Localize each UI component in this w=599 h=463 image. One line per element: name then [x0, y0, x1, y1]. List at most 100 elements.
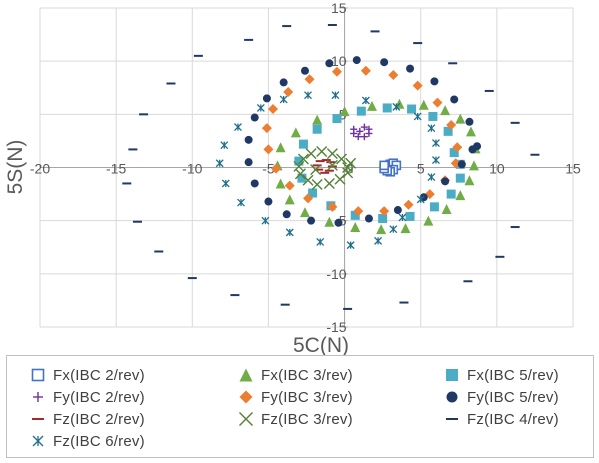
x-tick-label: -20 [30, 161, 50, 177]
data-point [379, 206, 390, 217]
data-point [234, 123, 242, 132]
data-point [261, 123, 272, 134]
data-point [215, 159, 224, 168]
data-point [403, 199, 414, 210]
data-point [275, 142, 286, 153]
data-point [275, 178, 286, 189]
data-point [284, 180, 295, 191]
data-point [388, 69, 399, 80]
data-point [353, 206, 364, 217]
legend-entry: Fz(IBC 3/rev) [237, 408, 353, 430]
data-point [285, 228, 294, 237]
data-point [440, 105, 451, 116]
legend-entry: Fx(IBC 3/rev) [237, 364, 353, 386]
data-point [284, 194, 295, 205]
data-point [455, 113, 466, 124]
data-point [316, 146, 328, 158]
data-point [356, 127, 364, 135]
legend-label: Fy(IBC 5/rev) [467, 388, 559, 406]
data-point [297, 173, 307, 183]
legend-label: Fz(IBC 2/rev) [53, 410, 145, 428]
data-point [441, 177, 450, 186]
data-series [122, 24, 540, 310]
data-point [305, 148, 317, 160]
data-point [279, 78, 288, 87]
legend-symbol [239, 368, 253, 382]
data-point [267, 104, 278, 115]
data-point [244, 135, 253, 144]
legend-entry: Fx(IBC 5/rev) [443, 364, 559, 386]
data-point [432, 97, 443, 108]
data-point [443, 126, 453, 136]
data-point [303, 193, 314, 204]
data-point [264, 197, 273, 206]
series-9 [122, 24, 540, 310]
data-point [446, 119, 457, 130]
data-point [455, 173, 465, 183]
legend-label: Fz(IBC 4/rev) [467, 410, 559, 428]
data-point [316, 237, 325, 246]
legend-entry: Fz(IBC 4/rev) [443, 408, 559, 430]
data-point [416, 195, 425, 204]
data-point [452, 142, 463, 153]
y-tick-label: 15 [331, 0, 347, 16]
data-point [263, 144, 274, 155]
data-point [354, 133, 362, 141]
chart-legend: Fx(IBC 2/rev) Fx(IBC 3/rev) Fx(IBC 5/rev) F… [6, 355, 594, 458]
data-point [431, 139, 440, 148]
x-tick-label: 10 [489, 161, 505, 177]
series-8 [293, 146, 357, 191]
y-axis-title: 5S(N) [4, 140, 27, 195]
data-point [350, 125, 358, 133]
x-tick-label: -15 [106, 161, 126, 177]
data-point [298, 139, 308, 149]
data-point [299, 207, 310, 218]
data-point [294, 168, 306, 180]
data-point [431, 156, 440, 165]
series-5 [261, 65, 463, 217]
data-point [297, 153, 309, 165]
data-point [464, 175, 475, 186]
data-point [350, 210, 360, 220]
legend-marker-icon [446, 391, 458, 403]
data-point [300, 66, 309, 75]
legend-marker-icon [32, 418, 44, 420]
legend-marker-icon [33, 392, 43, 402]
data-point [282, 210, 291, 219]
data-point [360, 133, 368, 141]
data-point [221, 179, 230, 188]
data-point [334, 173, 346, 185]
legend-symbol [32, 435, 44, 447]
data-point [324, 216, 335, 227]
legend-label: Fz(IBC 3/rev) [261, 410, 353, 428]
data-point [374, 236, 383, 245]
legend-symbol [31, 368, 45, 382]
legend-entry: Fx(IBC 2/rev) [29, 364, 145, 386]
data-point [412, 80, 423, 91]
data-point [304, 74, 315, 85]
legend-symbol [446, 369, 458, 381]
data-point [393, 206, 402, 215]
x-tick-label: 0 [346, 161, 354, 177]
data-point [366, 100, 377, 111]
data-point [441, 203, 452, 214]
data-point [290, 127, 301, 138]
data-point [310, 164, 322, 176]
data-point [449, 148, 459, 158]
data-point [312, 124, 322, 134]
data-point [450, 95, 459, 104]
data-point [382, 103, 392, 113]
data-point [457, 160, 466, 169]
legend-label: Fy(IBC 3/rev) [261, 388, 353, 406]
data-point [361, 96, 370, 105]
data-point [302, 174, 314, 186]
legend-entry: Fz(IBC 2/rev) [29, 408, 145, 430]
legend-marker-icon [446, 418, 458, 420]
data-point [350, 222, 361, 233]
data-point [261, 216, 270, 225]
data-point [446, 189, 456, 199]
legend-label: Fx(IBC 3/rev) [261, 366, 353, 384]
series-1 [379, 158, 402, 177]
